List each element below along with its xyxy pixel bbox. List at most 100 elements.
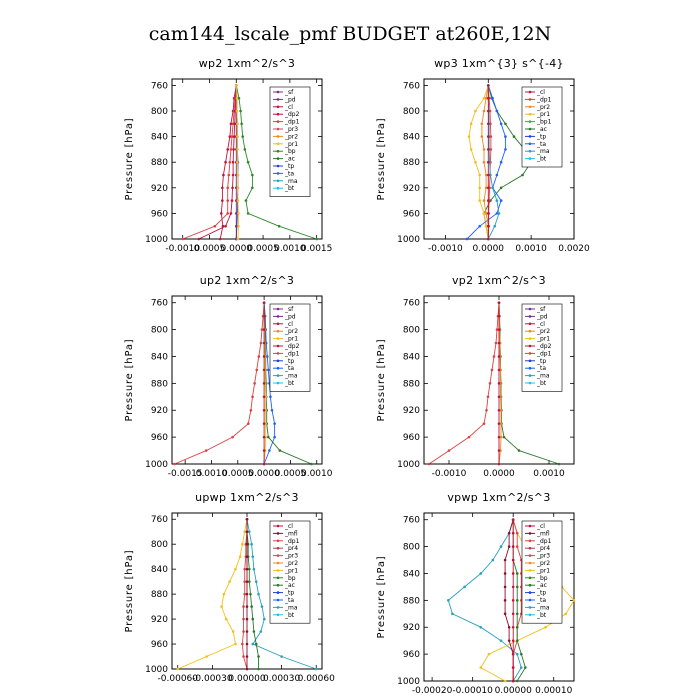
data-point-cl [262, 408, 266, 412]
legend-label: _bp [284, 148, 296, 155]
x-tick-label: 0.0000 [221, 244, 253, 254]
data-point-dp1 [242, 617, 245, 621]
data-point-dp1 [228, 160, 232, 164]
data-point-pr2 [482, 148, 486, 151]
series-line-dp1 [182, 85, 237, 240]
data-point-ma [519, 666, 523, 669]
legend-marker [276, 374, 280, 377]
data-point-cl [232, 135, 236, 138]
data-point-ac [524, 666, 527, 669]
data-point-pr1 [237, 224, 240, 228]
x-tick-label: 0.0010 [196, 469, 228, 479]
data-point-dp1 [204, 449, 208, 452]
legend-marker [276, 105, 280, 109]
data-point-pr1 [234, 642, 237, 646]
data-point-pr1 [243, 530, 246, 534]
data-point-dp1 [242, 630, 245, 633]
legend-label: _tp [284, 590, 294, 597]
legend-label: _pd [536, 313, 548, 320]
legend-label: _tp [284, 163, 294, 170]
x-tick-label: 0.0010 [533, 469, 565, 479]
y-tick-label: 880 [151, 379, 168, 389]
y-tick-label: 920 [403, 406, 420, 416]
x-tick-label: 0.0000 [473, 244, 505, 254]
legend-marker [528, 112, 532, 116]
data-point-dp1 [226, 186, 230, 190]
chart-panel-2: wp3 1xm^{3} s^{-4} Pressure [hPa] 760 800 84… [376, 57, 590, 254]
data-point-ta [499, 122, 503, 126]
data-point-cl [497, 328, 501, 331]
data-point-ac [515, 599, 519, 602]
legend-label: _bp [284, 575, 296, 582]
data-point-ma [515, 652, 519, 656]
y-tick-label: 1000 [145, 665, 168, 675]
legend-box [521, 86, 563, 168]
legend-marker [276, 157, 280, 160]
data-point-pr1 [236, 135, 239, 138]
data-point-ma [451, 612, 454, 616]
y-tick-label: 1000 [397, 677, 420, 687]
legend-marker [528, 561, 532, 565]
data-point-mfl [245, 642, 249, 646]
data-point-mfl [507, 545, 511, 548]
data-point-cl [486, 84, 490, 87]
data-point-cl [262, 355, 266, 358]
x-tick-label: 0.0015 [301, 244, 333, 254]
data-point-pr1 [220, 605, 223, 608]
data-point-ma [447, 599, 450, 602]
legend-marker [276, 315, 280, 318]
data-point-dp1 [226, 212, 230, 215]
data-point-bp [251, 186, 254, 190]
legend-marker [528, 606, 532, 609]
data-point-dp1 [515, 545, 519, 548]
x-tick-label: 0.0005 [194, 244, 226, 254]
data-point-dp1 [427, 462, 431, 466]
legend-label: _ta [536, 141, 546, 148]
legend-marker [528, 344, 532, 348]
data-point-dp1 [213, 224, 217, 228]
legend-marker [528, 546, 532, 550]
data-point-mfl [245, 655, 249, 658]
data-point-cl [486, 212, 490, 215]
data-point-ma [491, 558, 495, 562]
x-tick-label: 0.00010 [535, 686, 572, 696]
data-point-cl [497, 368, 501, 372]
data-point-ac [517, 449, 521, 452]
data-point-cl [511, 518, 515, 522]
legend-label: _pr4 [536, 545, 550, 552]
legend-label: _cl [284, 321, 293, 328]
data-point-pr2 [484, 186, 488, 190]
legend-label: _pd [284, 96, 296, 103]
data-point-ac [250, 605, 253, 608]
data-point-pr2 [499, 408, 503, 412]
data-point-cl [511, 639, 515, 642]
data-point-cl [497, 382, 501, 385]
data-point-pr2 [499, 435, 503, 439]
data-point-dp1 [485, 408, 488, 412]
data-point-dp2 [218, 237, 222, 241]
legend-label: _pd [284, 313, 296, 320]
legend-label: _bp1 [536, 119, 552, 126]
legend-marker [276, 142, 280, 146]
data-point-mfl [245, 605, 249, 608]
data-point-pr1 [237, 212, 240, 215]
data-point-pr1 [236, 186, 240, 190]
data-point-pr1 [482, 96, 486, 100]
data-point-ma [479, 625, 483, 629]
data-point-pr2 [482, 160, 486, 164]
legend-label: _cl [536, 523, 545, 530]
data-point-dp2 [221, 199, 224, 202]
y-tick-label: 760 [151, 81, 168, 91]
legend-marker [528, 98, 532, 101]
data-point-bp [315, 237, 318, 241]
legend-label: _cl [284, 104, 293, 111]
legend-label: _ta [536, 597, 546, 604]
data-point-dp1 [231, 435, 234, 439]
data-point-cl [511, 666, 515, 669]
y-tick-label: 1000 [145, 235, 168, 245]
y-tick-label: 800 [403, 543, 420, 553]
data-point-bp [237, 96, 241, 100]
plot-frame [171, 78, 323, 240]
legend-marker [528, 90, 532, 94]
y-tick-label: 960 [151, 640, 168, 650]
